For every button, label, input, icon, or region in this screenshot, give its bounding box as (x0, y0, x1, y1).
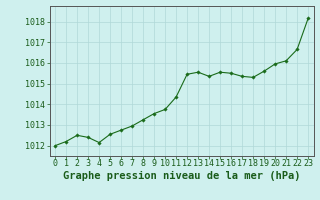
X-axis label: Graphe pression niveau de la mer (hPa): Graphe pression niveau de la mer (hPa) (63, 171, 300, 181)
